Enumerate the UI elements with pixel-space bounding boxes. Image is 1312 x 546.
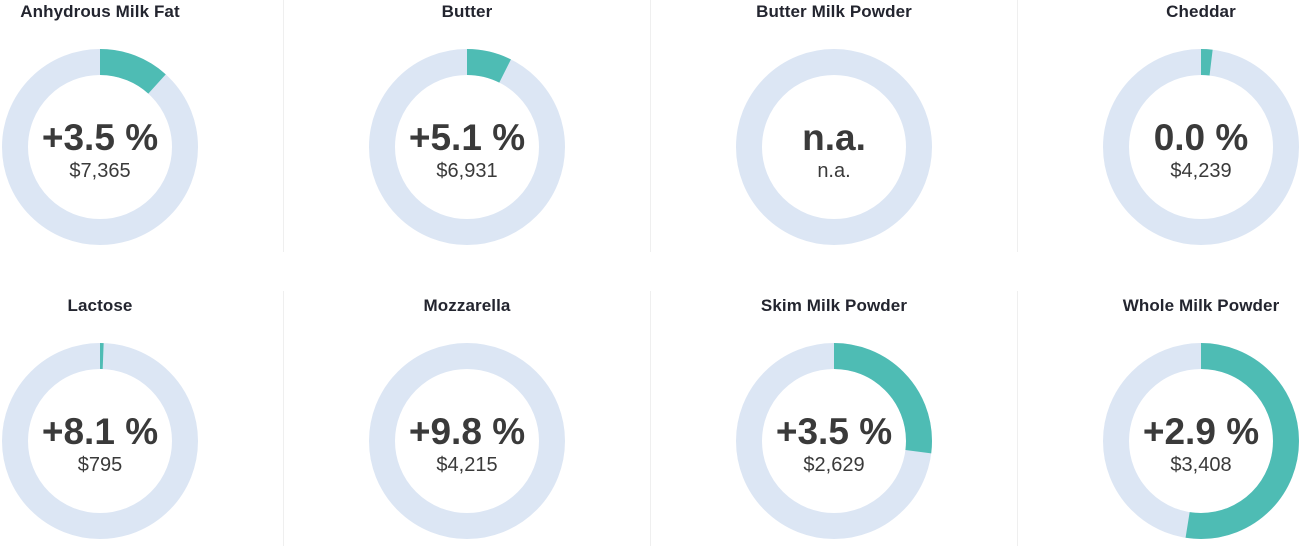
gauge-title: Mozzarella	[423, 296, 511, 315]
donut-center: +2.9 % $3,408	[1103, 343, 1299, 539]
price-value: $4,239	[1170, 160, 1232, 183]
gauge-panel: Mozzarella +9.8 % $4,215	[284, 291, 651, 546]
gauge-panel: Anhydrous Milk Fat +3.5 % $7,365	[0, 0, 284, 252]
change-percent: +3.5 %	[41, 116, 159, 158]
donut-arc	[2, 49, 198, 245]
change-percent: +9.8 %	[408, 410, 526, 452]
change-percent: +3.5 %	[775, 410, 893, 452]
donut-svg	[2, 49, 198, 245]
donut-svg	[369, 49, 565, 245]
donut-center: +3.5 % $7,365	[2, 49, 198, 245]
change-percent: +5.1 %	[408, 116, 526, 158]
gauge-title: Skim Milk Powder	[760, 296, 908, 315]
price-value: $3,408	[1170, 454, 1232, 477]
donut-svg	[1103, 49, 1299, 245]
gauge-panel: Butter Milk Powder n.a. n.a.	[651, 0, 1018, 252]
donut-arc	[2, 343, 198, 539]
donut-center: 0.0 % $4,239	[1103, 49, 1299, 245]
change-percent: n.a.	[802, 116, 866, 158]
donut-chart: +5.1 % $6,931	[369, 49, 565, 245]
gauge-panel: Lactose +8.1 % $795	[0, 291, 284, 546]
gauge-panel: Whole Milk Powder +2.9 % $3,408	[1018, 291, 1312, 546]
gauge-title: Whole Milk Powder	[1122, 296, 1280, 315]
gauge-panel: Cheddar 0.0 % $4,239	[1018, 0, 1312, 252]
donut-chart: +3.5 % $2,629	[736, 343, 932, 539]
donut-svg	[736, 343, 932, 539]
donut-arc	[369, 49, 565, 245]
donut-chart: +2.9 % $3,408	[1103, 343, 1299, 539]
donut-arc	[1103, 49, 1299, 245]
gauge-title: Cheddar	[1166, 2, 1236, 21]
gauge-panel: Skim Milk Powder +3.5 % $2,629	[651, 291, 1018, 546]
change-percent: 0.0 %	[1153, 116, 1249, 158]
donut-chart: +9.8 % $4,215	[369, 343, 565, 539]
gauge-title: Lactose	[67, 296, 133, 315]
gauge-title: Anhydrous Milk Fat	[20, 2, 180, 21]
donut-arc	[1103, 343, 1299, 539]
donut-center: +8.1 % $795	[2, 343, 198, 539]
donut-svg	[736, 49, 932, 245]
change-percent: +8.1 %	[41, 410, 159, 452]
price-value: $4,215	[436, 454, 498, 477]
price-value: $6,931	[436, 160, 498, 183]
gauge-title: Butter	[441, 2, 493, 21]
gauge-panel: Butter +5.1 % $6,931	[284, 0, 651, 252]
price-value: $2,629	[803, 454, 865, 477]
donut-svg	[2, 343, 198, 539]
donut-track	[369, 343, 565, 539]
donut-svg	[369, 343, 565, 539]
change-percent: +2.9 %	[1142, 410, 1260, 452]
gauge-title: Butter Milk Powder	[756, 2, 912, 21]
price-value: n.a.	[817, 160, 851, 183]
price-value: $795	[77, 454, 123, 477]
donut-center: +9.8 % $4,215	[369, 343, 565, 539]
donut-svg	[1103, 343, 1299, 539]
donut-center: +3.5 % $2,629	[736, 343, 932, 539]
price-value: $7,365	[69, 160, 131, 183]
donut-center: +5.1 % $6,931	[369, 49, 565, 245]
donut-chart: 0.0 % $4,239	[1103, 49, 1299, 245]
donut-chart: n.a. n.a.	[736, 49, 932, 245]
donut-chart: +8.1 % $795	[2, 343, 198, 539]
donut-center: n.a. n.a.	[736, 49, 932, 245]
donut-arc	[736, 343, 932, 539]
donut-chart: +3.5 % $7,365	[2, 49, 198, 245]
donut-track	[736, 49, 932, 245]
